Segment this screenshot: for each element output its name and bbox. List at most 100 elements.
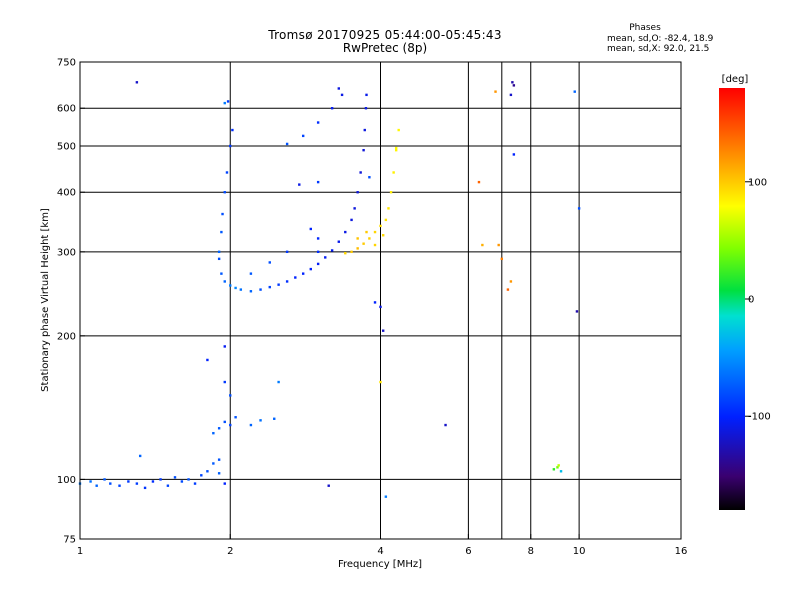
data-point: [350, 250, 353, 254]
data-point: [249, 290, 253, 293]
colorbar: [719, 88, 745, 510]
data-point: [577, 207, 581, 210]
data-point: [234, 286, 237, 290]
grid-lines: [80, 62, 681, 539]
colorbar-label: [deg]: [722, 74, 749, 85]
data-point: [344, 252, 347, 255]
y-tick-label: 300: [57, 247, 76, 258]
data-point: [309, 267, 312, 271]
data-point: [229, 284, 232, 287]
data-point: [381, 234, 385, 237]
data-point: [316, 262, 320, 266]
data-point: [173, 476, 177, 479]
data-point: [337, 87, 341, 90]
data-point: [273, 417, 276, 420]
y-tick-label: 75: [63, 535, 76, 546]
data-point: [363, 128, 366, 132]
data-point: [187, 478, 190, 481]
data-point: [381, 329, 385, 332]
chart-subtitle: RwPretec (8p): [342, 41, 428, 55]
data-point: [212, 462, 215, 465]
data-point: [259, 419, 262, 422]
data-point: [379, 305, 382, 309]
data-point: [379, 224, 382, 228]
data-point: [368, 237, 371, 240]
data-point: [135, 81, 139, 84]
data-point: [362, 148, 365, 152]
data-point: [356, 237, 359, 240]
data-point: [223, 101, 226, 105]
data-point: [359, 171, 362, 174]
data-point: [344, 230, 347, 234]
data-point: [575, 310, 579, 313]
data-point: [384, 495, 388, 498]
data-point: [350, 218, 353, 222]
data-point: [143, 486, 147, 490]
data-point: [223, 191, 226, 194]
data-points: [78, 81, 581, 498]
data-point: [103, 478, 106, 481]
data-point: [206, 470, 209, 473]
y-axis-ticks: 75 100 200 300 400 500 600 750: [57, 58, 85, 546]
x-tick-label: 6: [465, 546, 471, 557]
data-point: [206, 358, 209, 362]
data-point: [200, 474, 203, 477]
data-point: [217, 250, 221, 254]
data-point: [285, 142, 289, 146]
data-point: [477, 180, 481, 184]
data-point: [217, 458, 221, 461]
data-point: [512, 84, 516, 87]
data-point: [316, 250, 320, 254]
data-point: [220, 272, 223, 275]
x-tick-label: 4: [377, 546, 383, 557]
data-point: [397, 128, 400, 132]
data-point: [509, 93, 513, 97]
data-point: [340, 93, 344, 97]
data-point: [573, 90, 576, 93]
data-point: [223, 482, 226, 485]
data-point: [234, 416, 237, 419]
data-point: [225, 171, 229, 174]
data-point: [229, 423, 232, 427]
data-point: [511, 81, 514, 84]
data-point: [387, 207, 390, 210]
data-point: [356, 247, 359, 250]
data-point: [298, 183, 301, 186]
data-point: [394, 146, 398, 150]
data-point: [151, 480, 155, 483]
data-point: [392, 171, 395, 174]
data-point: [135, 482, 139, 485]
data-point: [221, 212, 224, 216]
data-point: [223, 420, 226, 424]
data-point: [353, 207, 356, 210]
data-point: [285, 250, 289, 254]
data-point: [389, 191, 393, 194]
data-point: [556, 466, 559, 469]
data-point: [497, 243, 500, 247]
data-point: [364, 107, 368, 110]
data-point: [316, 180, 320, 184]
data-point: [316, 121, 320, 124]
data-point: [337, 240, 341, 243]
data-point: [559, 470, 563, 473]
data-point: [365, 93, 368, 97]
data-point: [89, 480, 92, 483]
y-tick-label: 100: [57, 475, 76, 486]
y-tick-label: 200: [57, 331, 76, 342]
data-point: [444, 423, 447, 427]
y-axis-label: Stationary phase Virtual Height [km]: [40, 208, 51, 392]
data-point: [193, 482, 197, 485]
data-point: [330, 107, 334, 110]
data-point: [109, 482, 112, 485]
data-point: [557, 464, 560, 467]
data-point: [249, 272, 253, 275]
data-point: [316, 237, 320, 240]
phases-stats-x-mode: mean, sd,X: 92.0, 21.5: [607, 44, 710, 54]
data-point: [373, 230, 377, 234]
data-point: [95, 484, 98, 487]
colorbar-tick-label: 0: [748, 295, 754, 306]
data-point: [509, 280, 513, 283]
data-point: [384, 218, 388, 222]
data-point: [368, 176, 371, 179]
data-point: [212, 431, 215, 435]
